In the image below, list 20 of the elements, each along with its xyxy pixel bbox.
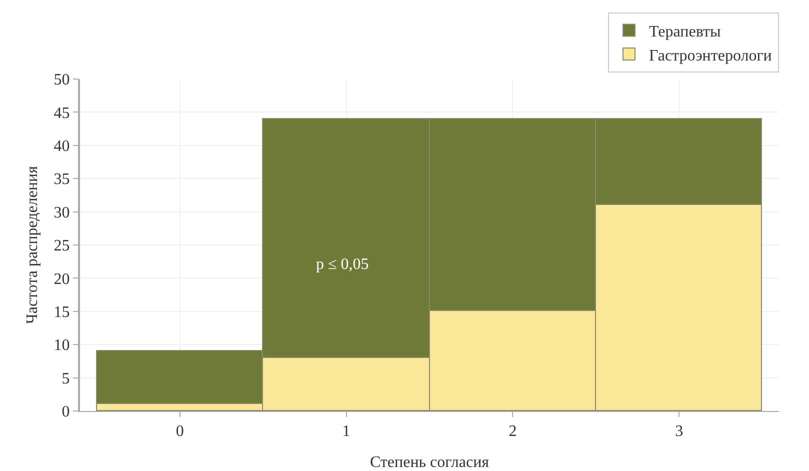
x-tick-label: 2 bbox=[508, 423, 517, 440]
legend-label: Терапевты bbox=[649, 24, 721, 40]
y-tick-label: 5 bbox=[62, 370, 70, 388]
x-tick-label: 0 bbox=[176, 423, 184, 440]
y-tick-label: 30 bbox=[54, 204, 70, 222]
y-tick-label: 25 bbox=[54, 238, 70, 255]
y-tick-label: 15 bbox=[54, 304, 70, 321]
annotation: p ≤ 0,05 bbox=[316, 256, 369, 273]
y-tick-label: 10 bbox=[54, 337, 70, 354]
y-tick-label: 45 bbox=[54, 104, 70, 122]
x-axis-title: Степень согласия bbox=[370, 454, 490, 471]
y-tick-label: 20 bbox=[54, 270, 70, 288]
legend-label: Гастроэнтерологи bbox=[649, 47, 772, 64]
y-tick-label: 50 bbox=[54, 72, 70, 89]
x-tick-label: 1 bbox=[342, 423, 350, 440]
y-tick-label: 40 bbox=[54, 138, 70, 155]
x-tick-label: 3 bbox=[675, 423, 684, 440]
y-tick-label: 0 bbox=[62, 404, 70, 421]
y-axis-title: Частота распределения bbox=[24, 165, 41, 324]
y-tick-label: 35 bbox=[54, 171, 70, 188]
